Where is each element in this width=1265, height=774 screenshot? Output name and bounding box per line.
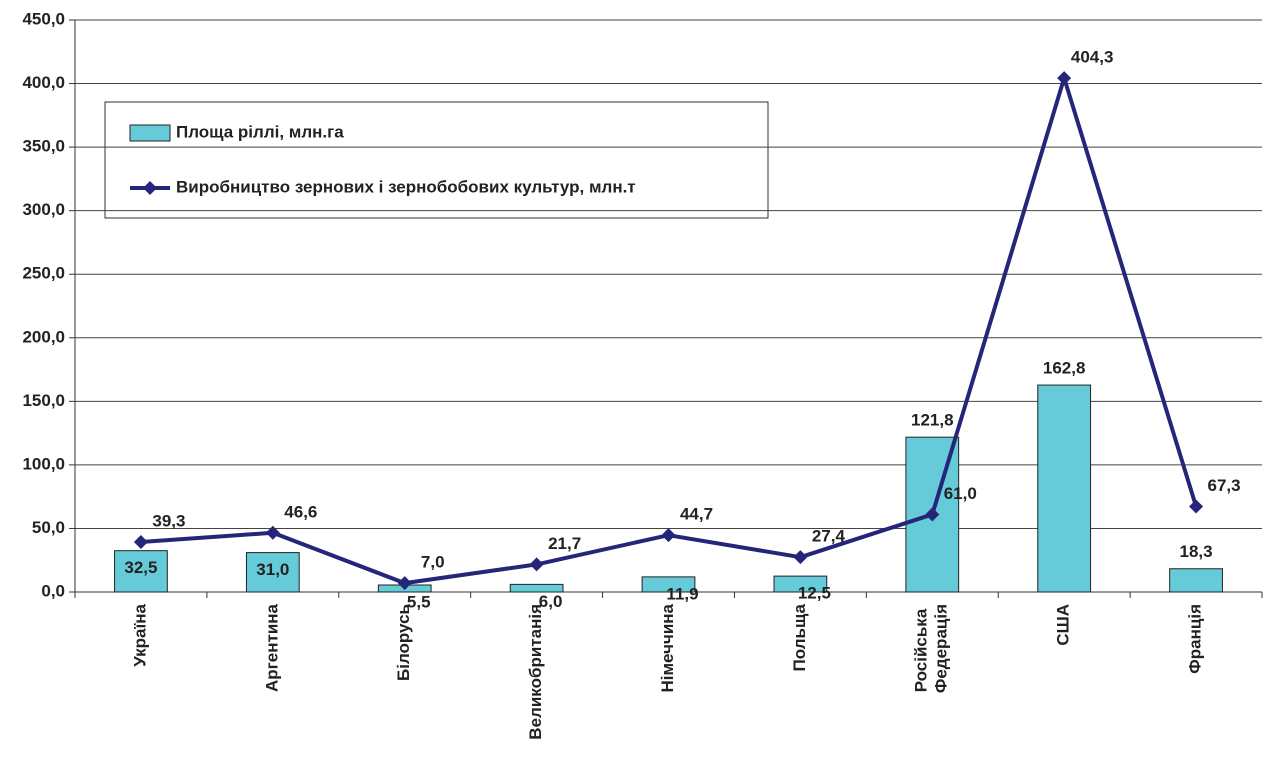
line-marker bbox=[661, 528, 676, 543]
y-tick-label: 350,0 bbox=[22, 137, 65, 156]
bar-value-label: 32,5 bbox=[124, 558, 157, 577]
x-tick-label: Польща bbox=[790, 603, 809, 671]
y-tick-label: 150,0 bbox=[22, 391, 65, 410]
line-marker bbox=[793, 550, 808, 565]
bar-value-label: 18,3 bbox=[1180, 542, 1213, 561]
y-tick-label: 100,0 bbox=[22, 454, 65, 473]
legend-marker bbox=[143, 181, 157, 195]
line-value-label: 46,6 bbox=[284, 502, 317, 521]
line-value-label: 39,3 bbox=[152, 512, 185, 531]
x-tick-label: Білорусь bbox=[394, 604, 413, 681]
bar bbox=[1037, 384, 1092, 593]
legend-label: Площа ріллі, млн.га bbox=[176, 122, 344, 141]
x-tick-label-line: Російська bbox=[912, 604, 931, 692]
bar-value-label: 5,5 bbox=[407, 592, 431, 611]
y-tick-label: 250,0 bbox=[22, 264, 65, 283]
line-marker bbox=[397, 576, 412, 591]
line-marker bbox=[1189, 499, 1204, 514]
bar-value-label: 31,0 bbox=[256, 560, 289, 579]
x-tick-label-line: Федерація bbox=[932, 604, 951, 693]
x-tick-label: Україна bbox=[130, 603, 149, 666]
bar-value-label: 162,8 bbox=[1043, 359, 1086, 378]
line-value-label: 404,3 bbox=[1071, 48, 1114, 67]
bar bbox=[245, 552, 300, 593]
y-tick-label: 0,0 bbox=[41, 581, 65, 600]
bar-value-label: 12,5 bbox=[798, 584, 831, 603]
line-marker bbox=[925, 507, 940, 522]
line-marker bbox=[133, 535, 148, 550]
line-marker bbox=[265, 525, 280, 540]
legend-label: Виробництво зернових і зернобобових куль… bbox=[176, 177, 636, 196]
x-tick-label: Франція bbox=[1186, 604, 1205, 674]
legend-swatch bbox=[129, 124, 171, 142]
bar bbox=[114, 550, 168, 593]
bar-value-label: 6,0 bbox=[539, 592, 563, 611]
line-value-label: 27,4 bbox=[812, 527, 846, 546]
y-tick-label: 200,0 bbox=[22, 327, 65, 346]
y-tick-label: 450,0 bbox=[22, 9, 65, 28]
bar bbox=[509, 583, 564, 593]
bar-value-label: 121,8 bbox=[911, 411, 954, 430]
x-tick-label: Аргентина bbox=[262, 603, 281, 692]
line-marker bbox=[529, 557, 544, 572]
x-tick-label: США bbox=[1054, 604, 1073, 646]
line-value-label: 21,7 bbox=[548, 534, 581, 553]
y-tick-label: 400,0 bbox=[22, 73, 65, 92]
line-value-label: 44,7 bbox=[680, 505, 713, 524]
x-tick-label: Великобританія bbox=[526, 604, 545, 740]
bar bbox=[773, 575, 828, 593]
line-value-label: 7,0 bbox=[421, 553, 445, 572]
line-value-label: 61,0 bbox=[944, 484, 977, 503]
line-marker bbox=[1057, 71, 1072, 86]
line-value-label: 67,3 bbox=[1208, 476, 1241, 495]
legend-box bbox=[104, 101, 769, 219]
y-tick-label: 50,0 bbox=[32, 518, 65, 537]
bar bbox=[1169, 568, 1223, 593]
bar-value-label: 11,9 bbox=[666, 584, 698, 603]
y-tick-label: 300,0 bbox=[22, 200, 65, 219]
bar bbox=[641, 576, 696, 593]
x-tick-label: Німеччина bbox=[658, 603, 677, 692]
x-tick-label: Російська Федерація bbox=[912, 604, 951, 693]
